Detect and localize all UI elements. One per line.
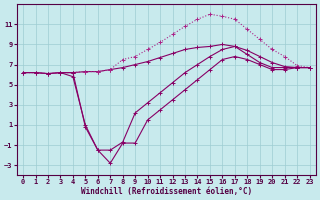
X-axis label: Windchill (Refroidissement éolien,°C): Windchill (Refroidissement éolien,°C) (81, 187, 252, 196)
